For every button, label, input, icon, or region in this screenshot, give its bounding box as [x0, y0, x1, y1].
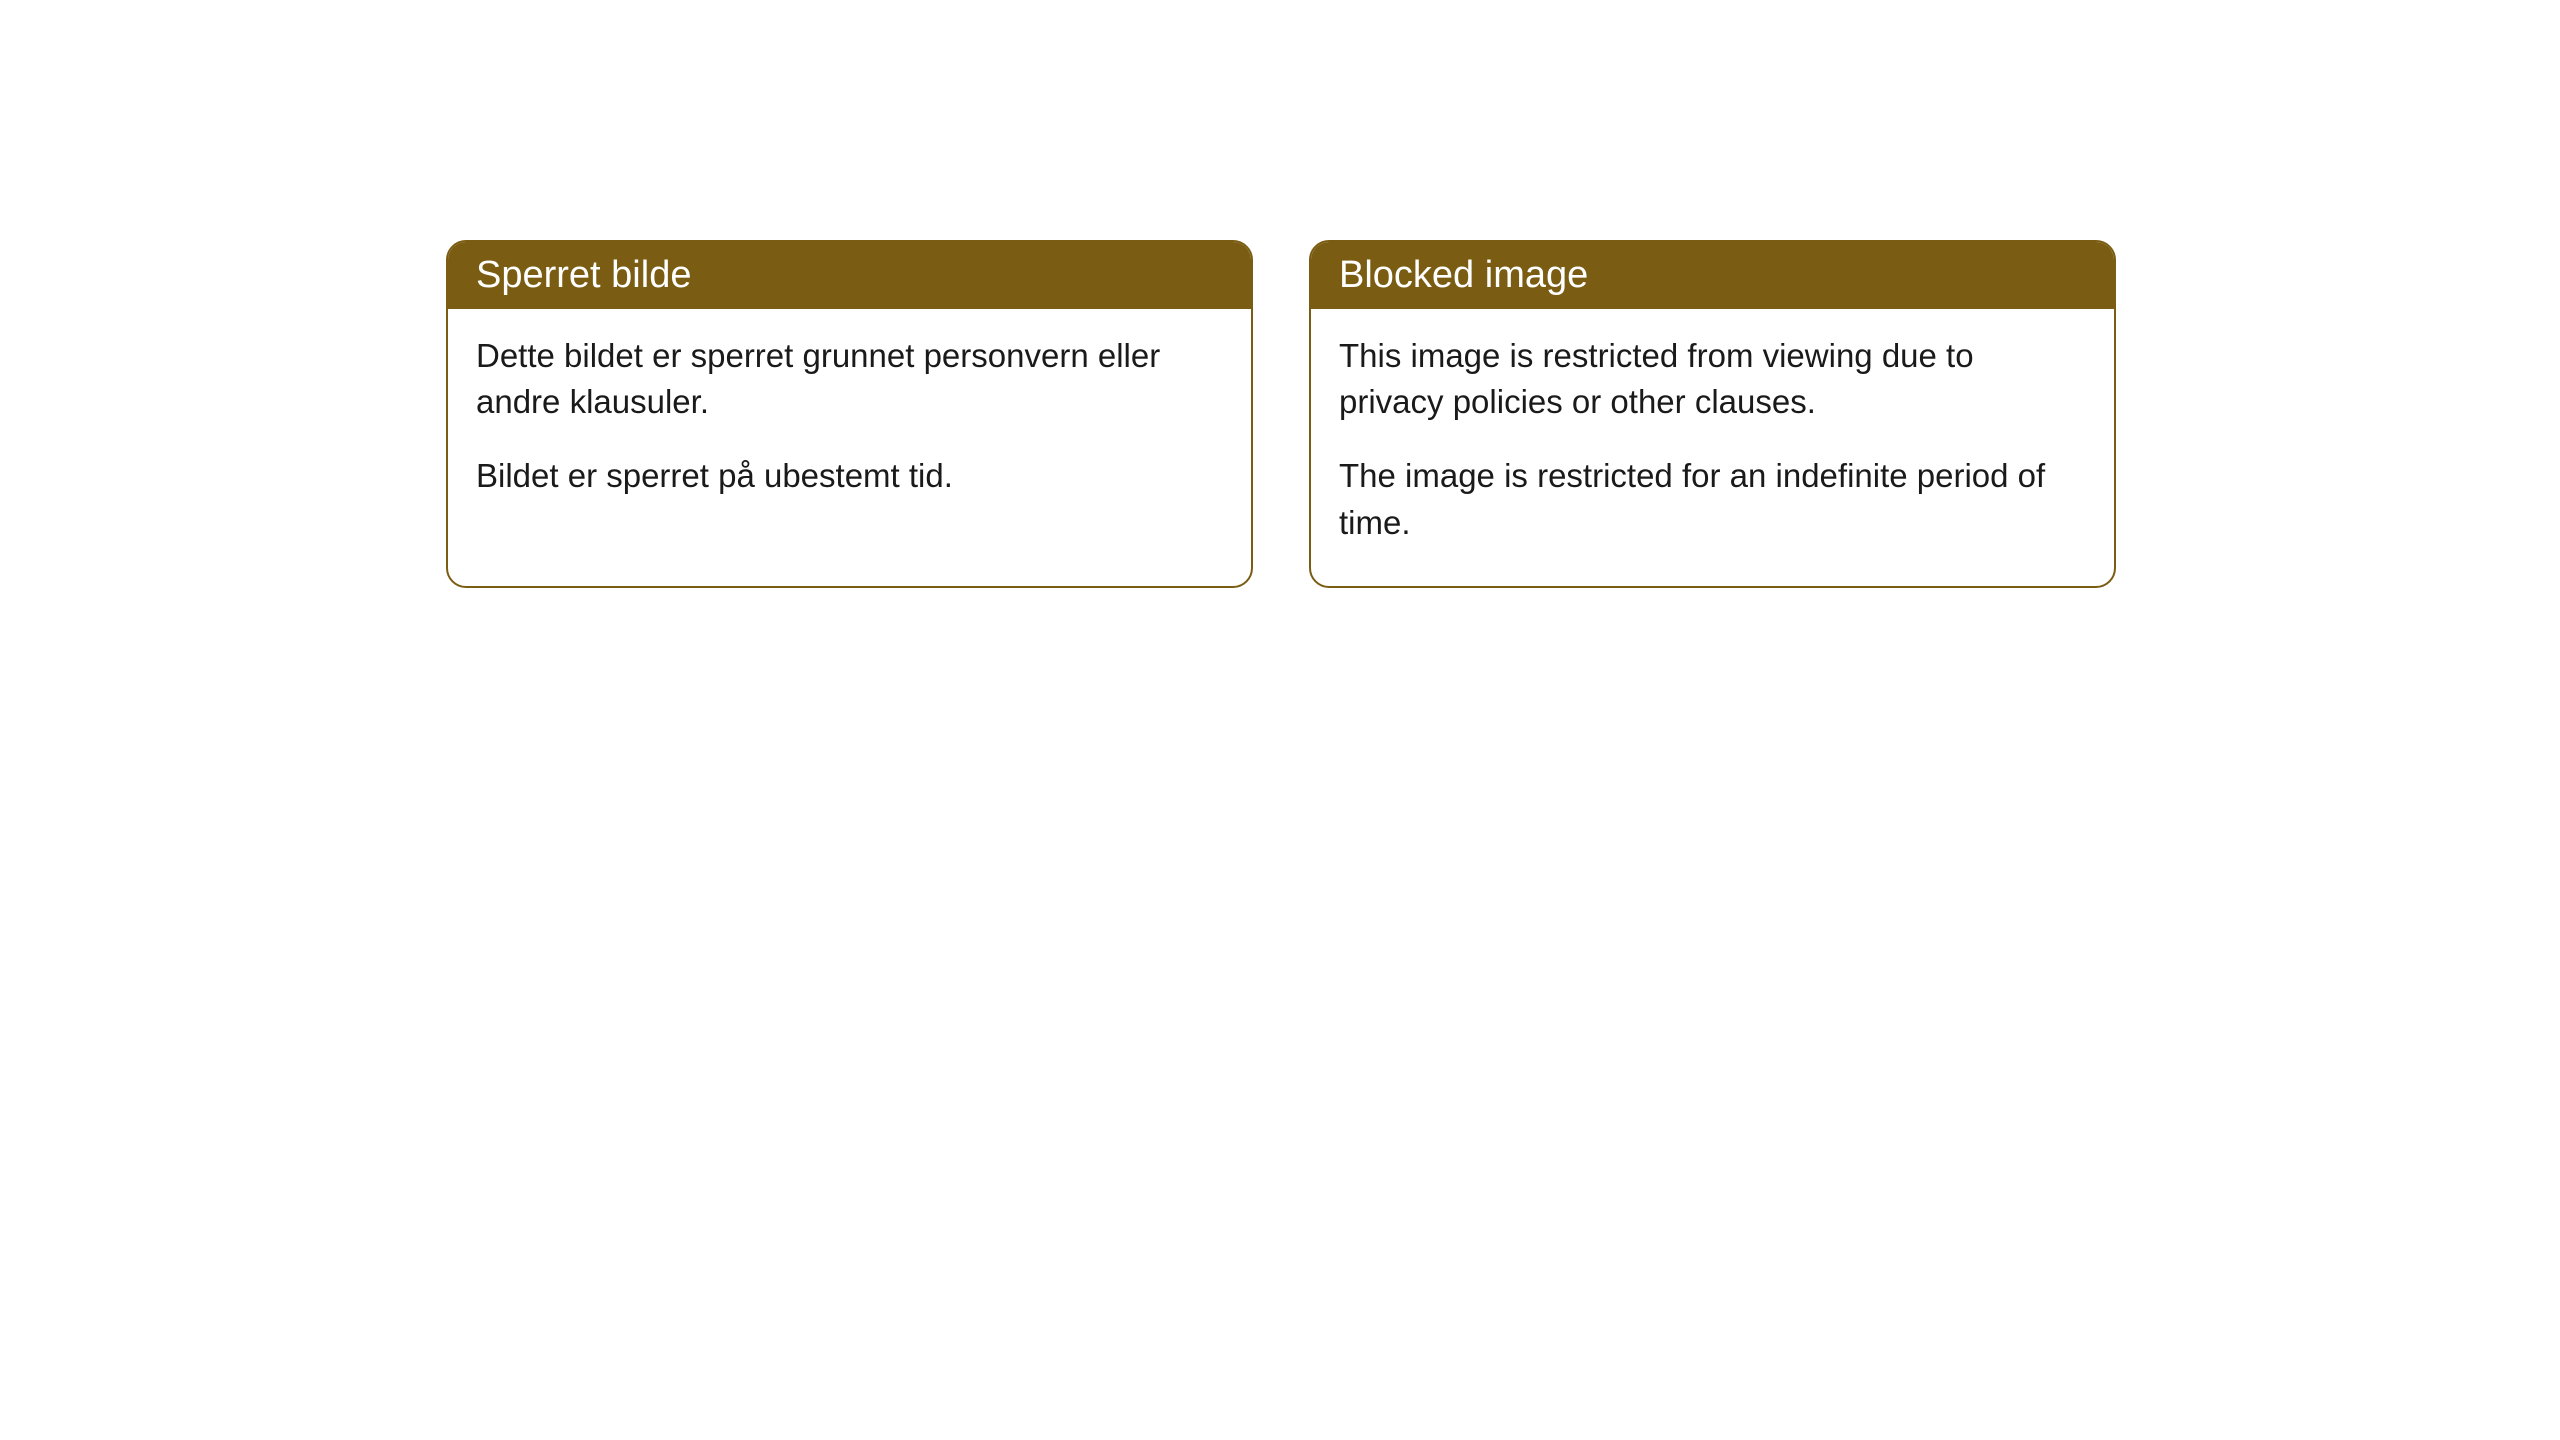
- card-paragraph: Dette bildet er sperret grunnet personve…: [476, 333, 1223, 425]
- blocked-image-card-english: Blocked image This image is restricted f…: [1309, 240, 2116, 588]
- notice-cards-container: Sperret bilde Dette bildet er sperret gr…: [446, 240, 2116, 588]
- card-header: Sperret bilde: [448, 242, 1251, 309]
- card-body: Dette bildet er sperret grunnet personve…: [448, 309, 1251, 540]
- card-body: This image is restricted from viewing du…: [1311, 309, 2114, 586]
- card-paragraph: The image is restricted for an indefinit…: [1339, 453, 2086, 545]
- card-title: Sperret bilde: [476, 254, 691, 296]
- card-header: Blocked image: [1311, 242, 2114, 309]
- blocked-image-card-norwegian: Sperret bilde Dette bildet er sperret gr…: [446, 240, 1253, 588]
- card-paragraph: Bildet er sperret på ubestemt tid.: [476, 453, 1223, 499]
- card-title: Blocked image: [1339, 254, 1588, 296]
- card-paragraph: This image is restricted from viewing du…: [1339, 333, 2086, 425]
